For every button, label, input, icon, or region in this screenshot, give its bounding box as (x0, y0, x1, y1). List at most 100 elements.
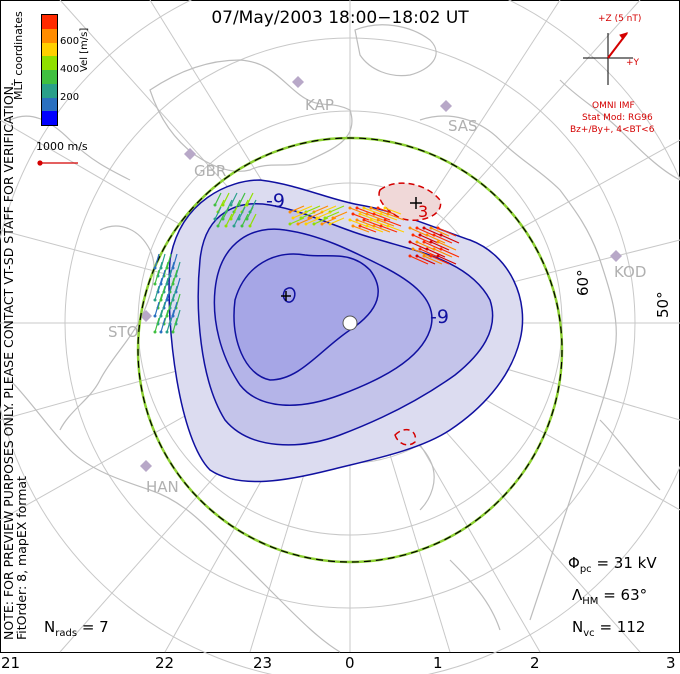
velocity-vector (163, 309, 169, 325)
velocity-vector (246, 192, 254, 206)
mlt-hour-21: 21 (1, 654, 21, 672)
velocity-vector (366, 213, 384, 221)
velocity-vector (321, 217, 337, 225)
velocity-vector-origin (432, 233, 436, 237)
velocity-vector-origin (355, 218, 359, 222)
velocity-vector (169, 309, 175, 325)
velocity-vector-origin (418, 233, 422, 237)
velocity-vector (154, 269, 160, 285)
velocity-vector (380, 225, 398, 233)
mlt-hour-2: 2 (530, 654, 540, 672)
velocity-vector-origin (291, 216, 295, 220)
velocity-vector (363, 207, 381, 215)
velocity-vector (324, 211, 340, 219)
velocity-vector (412, 234, 432, 244)
velocity-vector-origin (386, 224, 390, 228)
velocity-vector (297, 205, 313, 213)
velocity-vector-origin (369, 218, 373, 222)
velocity-vector (160, 253, 166, 269)
station-label-sto: STO (108, 323, 139, 341)
velocity-vector-origin (288, 222, 292, 226)
velocity-vector (416, 227, 436, 237)
velocity-vector (169, 293, 175, 309)
velocity-vector (222, 192, 230, 206)
velocity-vector (316, 211, 332, 219)
velocity-vector (387, 225, 405, 233)
station-label-gbr: GBR (194, 162, 227, 180)
velocity-vector-origin (358, 212, 362, 216)
latitude-label-60: 60° (574, 269, 592, 296)
imf-dial (583, 32, 633, 85)
velocity-vector (423, 241, 443, 251)
velocity-vector (157, 261, 163, 277)
velocity-vector (169, 277, 175, 293)
colorbar-segment (42, 83, 57, 98)
colorbar-segment (42, 15, 57, 29)
velocity-vector-origin (436, 254, 440, 258)
velocity-vector (313, 205, 329, 213)
station-markers (140, 76, 622, 472)
velocity-vector (289, 205, 305, 213)
velocity-vector (175, 309, 181, 325)
velocity-vector (433, 248, 453, 258)
velocity-vector (370, 219, 388, 227)
heppner-maynard-boundary-dash (137, 137, 563, 563)
velocity-vector-origin (348, 218, 352, 222)
velocity-vector (163, 261, 169, 277)
velocity-vector (305, 205, 321, 213)
velocity-vector-origin (288, 210, 292, 214)
contour-label-right: -9 (430, 306, 449, 328)
colorbar-tick-600: 600 (60, 36, 80, 47)
velocity-vector-origin (240, 224, 244, 228)
velocity-vector (409, 241, 429, 251)
velocity-vector (412, 248, 432, 258)
scale-label: 1000 m/s (36, 140, 88, 153)
imf-y-label: +Y (626, 58, 640, 68)
velocity-vector-origin (429, 240, 433, 244)
vector-count: Nvc = 112 (572, 618, 646, 639)
velocity-vector (416, 255, 436, 265)
velocity-vector (238, 192, 246, 206)
velocity-vector (225, 213, 233, 227)
velocity-vector (437, 255, 457, 265)
velocity-vector (154, 301, 160, 317)
velocity-vector-origin (436, 240, 440, 244)
velocity-vector (217, 213, 225, 227)
velocity-vector (172, 285, 178, 301)
velocity-vector (329, 217, 345, 225)
velocity-vector (157, 277, 163, 293)
velocity-vector (352, 213, 370, 221)
velocity-vector (166, 301, 172, 317)
velocity-vector (160, 317, 166, 333)
velocity-vector-origin (362, 218, 366, 222)
velocity-vector (377, 219, 395, 227)
velocity-vector (349, 207, 367, 215)
mlt-hour-1: 1 (433, 654, 443, 672)
velocity-vector (352, 225, 370, 233)
fit-order-note: FitOrder: 8, mapEX format (14, 476, 29, 640)
velocity-vector-origin (213, 217, 217, 221)
velocity-vector (175, 277, 181, 293)
velocity-vector-origin (432, 247, 436, 251)
colorbar-segment (42, 70, 57, 84)
velocity-vector-origin (312, 222, 316, 226)
velocity-vector (289, 217, 305, 225)
velocity-vector-origin (248, 224, 252, 228)
velocity-vector (430, 255, 450, 265)
velocity-vector-origin (379, 224, 383, 228)
velocity-vector (433, 234, 453, 244)
velocity-vector (440, 248, 460, 258)
velocity-vector (166, 285, 172, 301)
convection-fill-core (233, 253, 379, 381)
velocity-vector (246, 206, 254, 220)
velocity-vector-origin (383, 218, 387, 222)
velocity-vector-origin (408, 240, 412, 244)
velocity-vector (172, 269, 178, 285)
velocity-vector (230, 192, 238, 206)
velocity-vector-origin (369, 206, 373, 210)
velocity-vector-origin (415, 226, 419, 230)
velocity-vector (166, 253, 172, 269)
velocity-vector-origin (439, 247, 443, 251)
velocity-vector (163, 277, 169, 293)
velocity-vector (332, 211, 348, 219)
